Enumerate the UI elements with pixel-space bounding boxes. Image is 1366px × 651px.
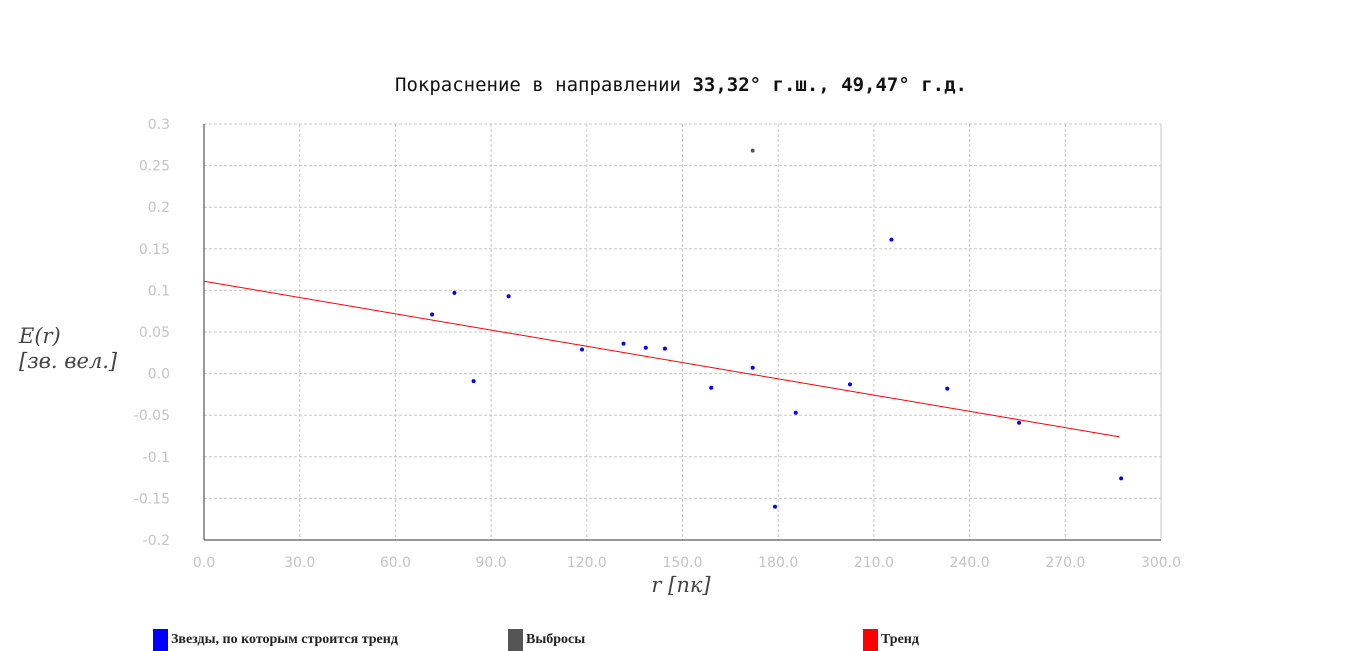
trend-star-point — [889, 237, 894, 242]
trend-star-point — [471, 379, 476, 384]
legend-label: Звезды, по которым строится тренд — [171, 632, 398, 647]
legend-item-trend-stars[interactable]: Звезды, по которым строится тренд — [153, 629, 398, 651]
legend-label: Выбросы — [526, 632, 586, 647]
trend-star-point — [847, 382, 852, 387]
trend-star-point — [452, 290, 457, 295]
chart-title-bold: 33,32° г.ш., 49,47° г.д. — [692, 74, 967, 96]
x-axis-label: r [пк] — [651, 573, 711, 597]
trend-star-point — [1017, 420, 1022, 425]
y-axis-label-line1: E(r) — [18, 324, 61, 348]
legend-swatch-gray — [508, 629, 523, 651]
legend-swatch-red — [863, 629, 878, 651]
legend-label: Тренд — [881, 632, 919, 647]
legend-item-trend[interactable]: Тренд — [863, 629, 919, 651]
y-tick-label: 0.25 — [139, 159, 170, 175]
trend-star-point — [643, 345, 648, 350]
x-tick-label: 0.0 — [193, 555, 215, 571]
grid — [204, 124, 1162, 540]
trend-star-point — [793, 410, 798, 415]
points-layer — [430, 148, 1124, 509]
y-tick-label: -0.2 — [143, 533, 170, 549]
x-tick-label: 150.0 — [662, 555, 702, 571]
trend-star-point — [430, 312, 435, 317]
y-tick-label: 0.3 — [148, 117, 170, 133]
x-tick-label: 180.0 — [758, 555, 798, 571]
x-tick-label: 210.0 — [854, 555, 894, 571]
y-tick-label: 0.1 — [148, 283, 170, 299]
y-tick-label: -0.15 — [134, 491, 170, 507]
y-tick-label: -0.1 — [143, 450, 170, 466]
y-tick-label: -0.05 — [134, 408, 170, 424]
y-axis-label-line2: [зв. вел.] — [19, 349, 118, 373]
x-tick-label: 120.0 — [567, 555, 607, 571]
axes — [203, 123, 1162, 541]
trend-layer — [203, 280, 1120, 438]
chart-title-regular: Покраснение в направлении — [395, 74, 681, 96]
chart-title: Покраснение в направлении 33,32° г.ш., 4… — [395, 74, 967, 96]
legend-swatch-blue — [153, 629, 168, 651]
tick-labels: 0.0 30.0 60.0 90.0 120.0 150.0 180.0 210.0 240.0… — [134, 117, 1181, 571]
trend-star-point — [709, 385, 714, 390]
trend-star-point — [506, 294, 511, 299]
legend: Звезды, по которым строится тренд Выброс… — [0, 629, 1366, 651]
outlier-point — [750, 148, 755, 153]
y-tick-label: 0.15 — [139, 242, 170, 258]
x-tick-label: 90.0 — [476, 555, 507, 571]
trend-star-point — [621, 341, 626, 346]
x-tick-label: 300.0 — [1141, 555, 1181, 571]
trend-star-point — [662, 346, 667, 351]
x-tick-label: 240.0 — [950, 555, 990, 571]
x-tick-label: 30.0 — [284, 555, 315, 571]
x-tick-label: 270.0 — [1045, 555, 1085, 571]
trend-line — [203, 280, 1120, 438]
trend-star-point — [945, 386, 950, 391]
trend-star-point — [580, 347, 585, 352]
y-tick-label: 0.05 — [139, 325, 170, 341]
chart: Покраснение в направлении 33,32° г.ш., 4… — [18, 74, 1181, 597]
trend-star-point — [773, 504, 778, 509]
legend-item-outliers[interactable]: Выбросы — [508, 629, 585, 651]
trend-star-point — [750, 365, 755, 370]
y-tick-label: 0.2 — [148, 200, 170, 216]
y-tick-label: 0.0 — [148, 367, 170, 383]
x-tick-label: 60.0 — [380, 555, 411, 571]
trend-star-point — [1119, 476, 1124, 481]
